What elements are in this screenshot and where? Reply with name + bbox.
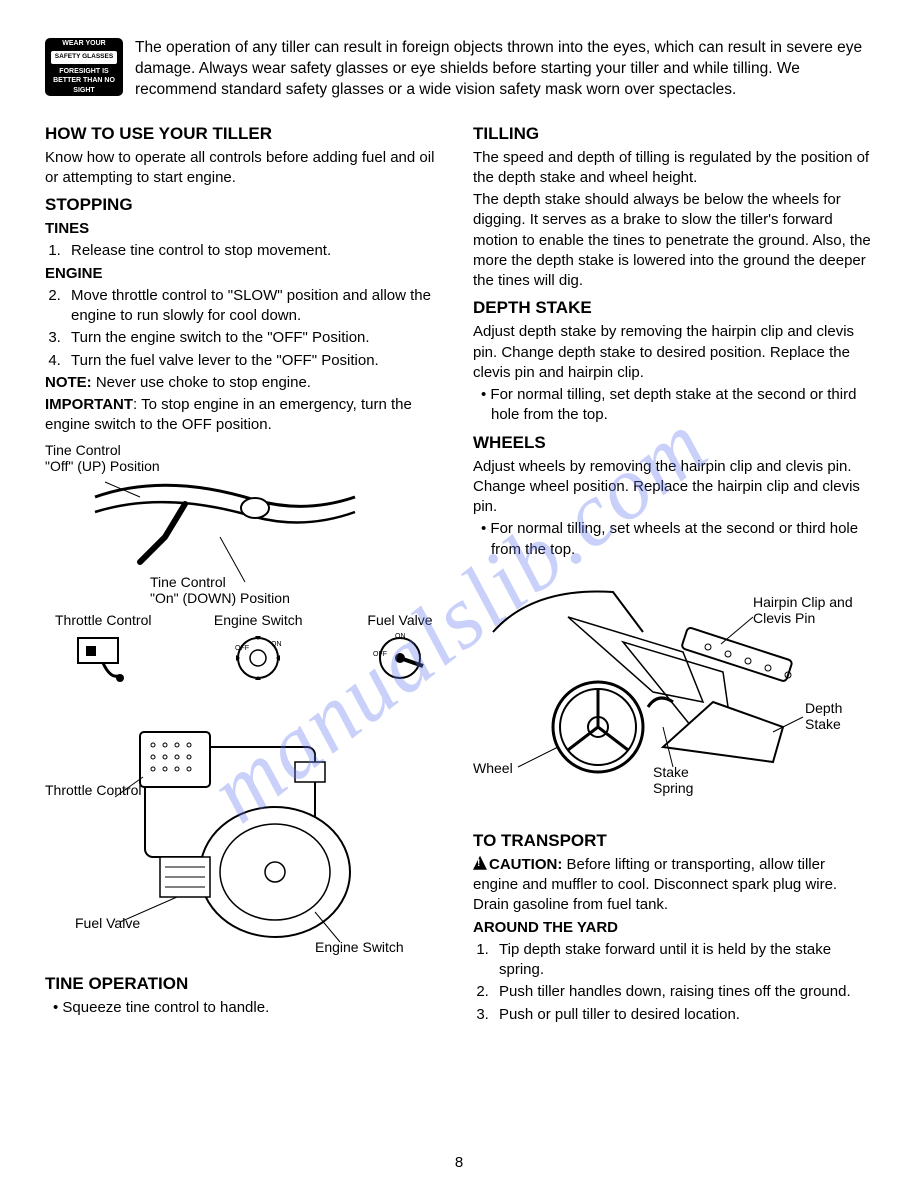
caution-line: CAUTION: Before lifting or transporting,… bbox=[473, 855, 873, 916]
label-tine-on: Tine Control"On" (DOWN) Position bbox=[150, 574, 290, 606]
throttle-icon-block: Throttle Control bbox=[55, 612, 151, 707]
engine-step-4: Turn the fuel valve lever to the "OFF" P… bbox=[65, 351, 445, 371]
page-number: 8 bbox=[455, 1153, 463, 1173]
label-engine-switch-2: Engine Switch bbox=[315, 939, 404, 955]
svg-text:ON: ON bbox=[271, 641, 282, 648]
heading-transport: TO TRANSPORT bbox=[473, 830, 873, 853]
around-step-3: Push or pull tiller to desired location. bbox=[493, 1005, 873, 1025]
badge-line3: FORESIGHT IS BETTER THAN NO SIGHT bbox=[48, 67, 120, 95]
heading-depth-stake: DEPTH STAKE bbox=[473, 297, 873, 320]
caution-label: CAUTION: bbox=[489, 856, 562, 873]
engine-switch-icon: ON OFF bbox=[223, 628, 293, 683]
heading-stopping: STOPPING bbox=[45, 194, 445, 217]
depth-bullet: For normal tilling, set depth stake at t… bbox=[481, 385, 873, 426]
controls-icons-row: Throttle Control Engine Switch ON bbox=[45, 612, 445, 707]
around-yard-list: Tip depth stake forward until it is held… bbox=[473, 940, 873, 1025]
engine-step-2: Move throttle control to "SLOW" position… bbox=[65, 286, 445, 327]
tines-step-1: Release tine control to stop movement. bbox=[65, 241, 445, 261]
subheading-around-yard: AROUND THE YARD bbox=[473, 918, 873, 938]
label-wheel: Wheel bbox=[473, 760, 513, 776]
around-step-1: Tip depth stake forward until it is held… bbox=[493, 940, 873, 981]
warning-row: WEAR YOUR SAFETY GLASSES FORESIGHT IS BE… bbox=[45, 38, 873, 101]
tine-operation-bullet: Squeeze tine control to handle. bbox=[53, 998, 445, 1018]
note-line: NOTE: Never use choke to stop engine. bbox=[45, 373, 445, 393]
wheels-bullet-list: For normal tilling, set wheels at the se… bbox=[473, 519, 873, 560]
note-text: Never use choke to stop engine. bbox=[92, 374, 311, 391]
fuel-valve-icon: ON OFF bbox=[365, 628, 435, 683]
left-column: HOW TO USE YOUR TILLER Know how to opera… bbox=[45, 117, 445, 1027]
fuel-valve-icon-block: Fuel Valve ON OFF bbox=[365, 612, 435, 707]
throttle-icon bbox=[68, 628, 138, 683]
depth-paragraph: Adjust depth stake by removing the hairp… bbox=[473, 322, 873, 383]
label-stake-spring: StakeSpring bbox=[653, 764, 693, 796]
label-fuel-valve-2: Fuel Valve bbox=[75, 915, 140, 931]
label-throttle-control-2: Throttle Control bbox=[45, 782, 141, 798]
right-column: TILLING The speed and depth of tilling i… bbox=[473, 117, 873, 1027]
engine-list: Move throttle control to "SLOW" position… bbox=[45, 286, 445, 371]
label-throttle: Throttle Control bbox=[55, 612, 151, 628]
heading-how-to-use: HOW TO USE YOUR TILLER bbox=[45, 123, 445, 146]
subheading-tines: TINES bbox=[45, 219, 445, 239]
heading-wheels: WHEELS bbox=[473, 432, 873, 455]
around-step-2: Push tiller handles down, raising tines … bbox=[493, 982, 873, 1002]
subheading-engine: ENGINE bbox=[45, 264, 445, 284]
engine-switch-icon-block: Engine Switch ON OFF bbox=[214, 612, 303, 707]
caution-icon bbox=[473, 856, 487, 870]
svg-text:ON: ON bbox=[395, 633, 406, 640]
label-depth-stake: Depth Stake bbox=[805, 700, 873, 732]
important-line: IMPORTANT: To stop engine in an emergenc… bbox=[45, 395, 445, 436]
heading-tilling: TILLING bbox=[473, 123, 873, 146]
tine-control-diagram: Tine Control"Off" (UP) Position Tine Con… bbox=[45, 442, 445, 612]
warning-text: The operation of any tiller can result i… bbox=[135, 38, 873, 101]
use-paragraph: Know how to operate all controls before … bbox=[45, 148, 445, 189]
badge-line1: WEAR YOUR bbox=[62, 39, 105, 48]
label-engine-switch: Engine Switch bbox=[214, 612, 303, 628]
engine-step-3: Turn the engine switch to the "OFF" Posi… bbox=[65, 328, 445, 348]
note-label: NOTE: bbox=[45, 374, 92, 391]
label-fuel-valve: Fuel Valve bbox=[365, 612, 435, 628]
svg-text:OFF: OFF bbox=[373, 651, 387, 658]
label-hairpin-clip: Hairpin Clip andClevis Pin bbox=[753, 594, 853, 626]
badge-line2: SAFETY GLASSES bbox=[51, 51, 117, 64]
tilling-p1: The speed and depth of tilling is regula… bbox=[473, 148, 873, 189]
heading-tine-operation: TINE OPERATION bbox=[45, 973, 445, 996]
safety-badge: WEAR YOUR SAFETY GLASSES FORESIGHT IS BE… bbox=[45, 38, 123, 96]
tilling-p2: The depth stake should always be below t… bbox=[473, 190, 873, 291]
tines-list: Release tine control to stop movement. bbox=[45, 241, 445, 261]
important-label: IMPORTANT bbox=[45, 396, 133, 413]
engine-diagram: Throttle Control Fuel Valve Engine Switc… bbox=[45, 707, 445, 967]
tine-operation-list: Squeeze tine control to handle. bbox=[45, 998, 445, 1018]
wheels-bullet: For normal tilling, set wheels at the se… bbox=[481, 519, 873, 560]
wheel-depth-diagram: Hairpin Clip andClevis Pin Depth Stake S… bbox=[473, 572, 873, 812]
depth-bullet-list: For normal tilling, set depth stake at t… bbox=[473, 385, 873, 426]
wheels-paragraph: Adjust wheels by removing the hairpin cl… bbox=[473, 457, 873, 518]
svg-text:OFF: OFF bbox=[235, 645, 249, 652]
